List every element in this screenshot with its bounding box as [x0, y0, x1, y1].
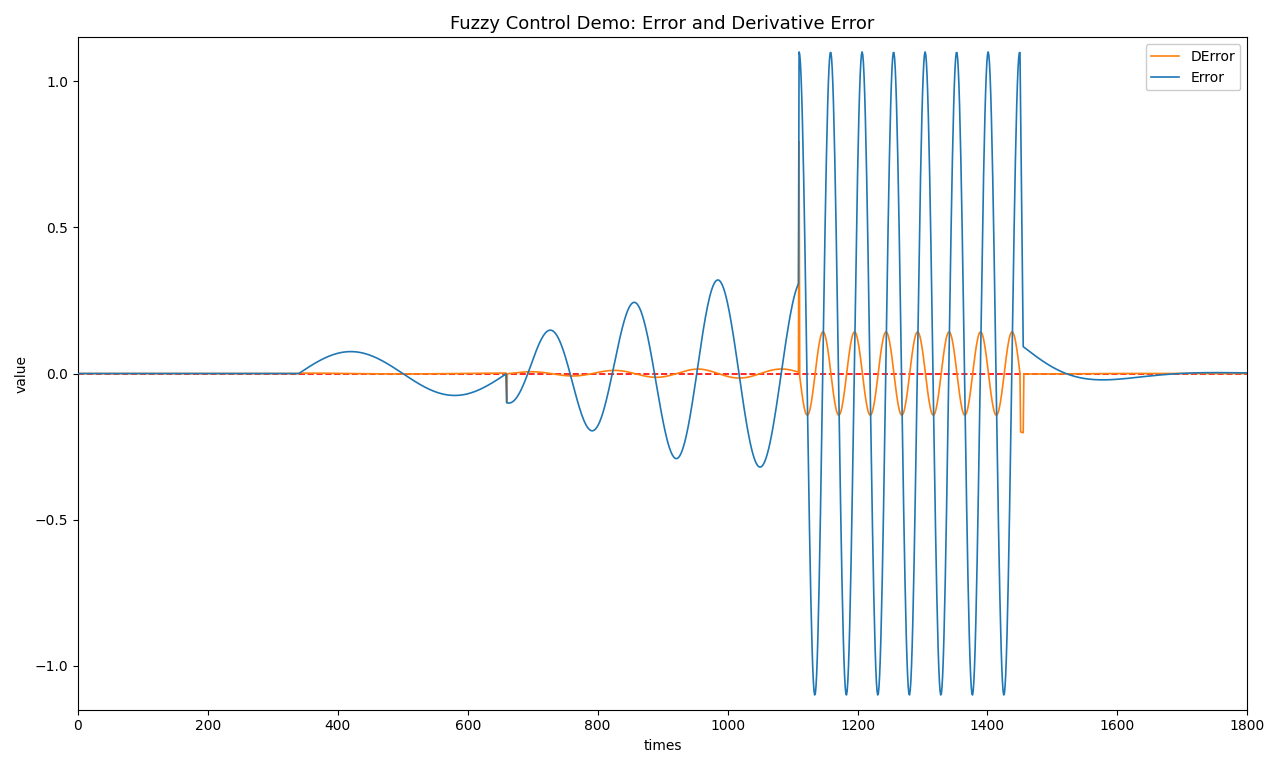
Legend: DError, Error: DError, Error	[1146, 45, 1240, 91]
Error	[320, 353, 335, 362]
Error	[137, 369, 152, 378]
DError	[507, 368, 522, 377]
DError	[1015, 428, 1030, 437]
Title: Fuzzy Control Demo: Error and Derivative Error: Fuzzy Control Demo: Error and Derivative…	[451, 15, 874, 33]
Error	[1239, 369, 1254, 378]
Y-axis label: value: value	[15, 355, 29, 392]
Error	[547, 328, 562, 337]
DError	[791, 137, 806, 146]
DError	[320, 369, 335, 378]
Line: DError: DError	[78, 141, 1247, 432]
Error	[791, 48, 806, 57]
DError	[869, 383, 884, 392]
Error	[70, 369, 86, 378]
DError	[1239, 369, 1254, 378]
X-axis label: times: times	[644, 739, 682, 753]
Error	[553, 339, 568, 348]
DError	[547, 369, 562, 379]
DError	[70, 369, 86, 378]
Error	[507, 395, 522, 404]
DError	[137, 369, 152, 378]
Error	[806, 690, 822, 700]
Error	[869, 687, 884, 696]
DError	[553, 370, 568, 379]
Line: Error: Error	[78, 52, 1247, 695]
